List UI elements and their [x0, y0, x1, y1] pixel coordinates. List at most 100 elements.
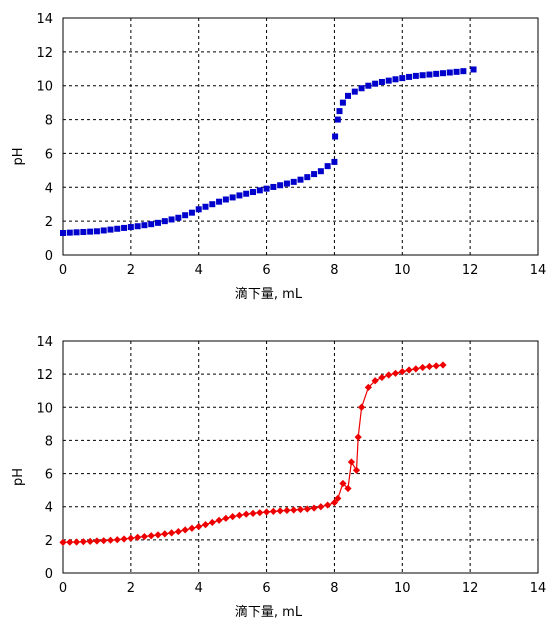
- data-point: [114, 225, 121, 232]
- y-axis-label: pH: [11, 468, 26, 486]
- data-point: [155, 219, 161, 226]
- x-tick-label: 2: [127, 581, 135, 596]
- data-point: [262, 508, 271, 516]
- data-point: [66, 229, 73, 236]
- y-axis-label: pH: [11, 147, 26, 165]
- data-point: [425, 362, 434, 371]
- data-point: [405, 366, 413, 374]
- data-point: [453, 68, 460, 75]
- data-point: [73, 229, 80, 236]
- data-point: [60, 229, 66, 236]
- data-point: [174, 527, 182, 536]
- data-point: [161, 218, 168, 225]
- data-point: [345, 92, 351, 99]
- data-point: [399, 75, 406, 82]
- data-point: [121, 224, 128, 231]
- y-tick-label: 12: [36, 368, 53, 383]
- data-point: [250, 189, 256, 196]
- data-point: [277, 182, 284, 189]
- data-point: [141, 222, 148, 229]
- data-point: [167, 529, 176, 537]
- data-point: [433, 70, 440, 77]
- data-point: [59, 538, 67, 546]
- data-point: [419, 72, 426, 79]
- data-point: [100, 537, 108, 545]
- y-tick-label: 6: [45, 147, 53, 162]
- data-point: [209, 201, 216, 208]
- data-point: [324, 163, 331, 170]
- data-point: [86, 537, 94, 545]
- y-tick-label: 2: [45, 215, 53, 230]
- x-tick-label: 10: [394, 263, 411, 278]
- y-tick-label: 0: [45, 567, 53, 582]
- x-tick-label: 10: [394, 581, 411, 596]
- data-point: [352, 466, 361, 474]
- x-tick-label: 12: [462, 263, 479, 278]
- y-tick-label: 14: [36, 12, 53, 27]
- data-point: [303, 505, 311, 513]
- data-point: [385, 77, 392, 84]
- y-tick-label: 8: [45, 114, 53, 129]
- data-point: [344, 484, 352, 493]
- data-point: [93, 537, 101, 545]
- data-point: [334, 494, 342, 503]
- data-point: [324, 501, 332, 509]
- data-point: [140, 532, 149, 541]
- data-point: [432, 362, 440, 370]
- data-point: [182, 212, 189, 219]
- data-point: [406, 73, 413, 80]
- data-point: [439, 361, 447, 369]
- x-tick-label: 8: [330, 263, 338, 278]
- data-point: [283, 506, 291, 514]
- data-point: [339, 479, 347, 488]
- data-point: [304, 174, 311, 181]
- data-point: [249, 509, 257, 517]
- y-tick-label: 4: [45, 181, 53, 196]
- data-point: [181, 526, 189, 534]
- data-point: [378, 78, 385, 85]
- data-point: [154, 531, 162, 539]
- plot-area: [62, 340, 539, 574]
- data-point: [283, 180, 290, 187]
- y-tick-label: 8: [45, 434, 53, 449]
- chart-panel-2: 0 2 4 6 8 10 12 14 0 2 4 6 8 10 12 14 滴下量, mL pH: [11, 335, 546, 620]
- data-point: [263, 185, 270, 192]
- data-point: [311, 171, 318, 178]
- data-point: [236, 192, 243, 199]
- x-tick-label: 14: [530, 581, 547, 596]
- data-point: [79, 538, 87, 546]
- data-point: [378, 373, 386, 382]
- data-point: [127, 224, 134, 231]
- data-point: [339, 99, 346, 106]
- x-tick-label: 4: [195, 581, 203, 596]
- data-point: [216, 198, 223, 205]
- data-point: [331, 158, 338, 165]
- data-point: [296, 505, 305, 514]
- data-point: [80, 228, 87, 235]
- data-point: [106, 536, 115, 544]
- data-point: [107, 226, 114, 233]
- y-tick-label: 10: [36, 401, 53, 416]
- data-point: [256, 187, 263, 194]
- data-point: [235, 511, 244, 519]
- data-point: [290, 506, 298, 514]
- data-point: [412, 72, 419, 79]
- x-tick-label: 4: [195, 263, 203, 278]
- data-point: [229, 194, 236, 201]
- data-point: [93, 228, 100, 235]
- data-point: [215, 516, 223, 524]
- data-point: [460, 68, 467, 75]
- data-point: [385, 371, 393, 379]
- data-point: [446, 69, 453, 76]
- data-point: [168, 216, 175, 223]
- y-tick-label: 12: [36, 46, 53, 61]
- chart-panel-1: 0 2 4 6 8 10 12 14 0 2 4 6 8 10 12 14 滴下量, mL pH: [11, 12, 546, 302]
- data-point: [148, 221, 155, 228]
- data-point: [297, 176, 304, 183]
- x-tick-label: 8: [330, 581, 338, 596]
- data-point: [269, 507, 277, 515]
- data-point: [330, 498, 339, 507]
- x-tick-label: 2: [127, 263, 135, 278]
- data-point: [120, 535, 128, 543]
